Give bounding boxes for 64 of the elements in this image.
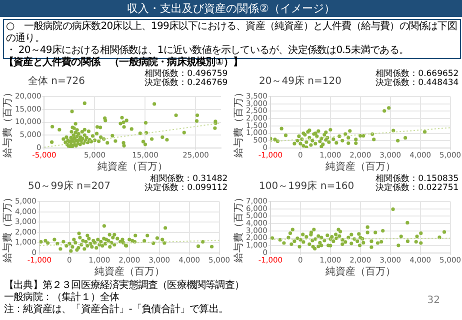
point — [396, 138, 400, 142]
point — [372, 138, 376, 142]
x-axis-title: 純資産（百万） — [325, 160, 396, 173]
text: 【資産と人件費の関係 （一般病院・病床規模別①）】 — [4, 57, 242, 69]
point — [304, 145, 308, 148]
point — [328, 128, 332, 132]
text: ○ 一般病院の病床数20床以上、199床以下における、資産（純資産）と人件費（給与費）の関係は下図の通り。 — [6, 21, 458, 44]
point — [296, 138, 300, 142]
point — [324, 130, 328, 134]
point — [354, 138, 358, 142]
x-axis-title: 純資産（百万） — [325, 266, 396, 278]
x-axis-title: 純資産（百万） — [94, 266, 164, 278]
text: 相関係数：0.669652 — [376, 69, 459, 78]
text: 相関係数：0.31482 — [150, 174, 228, 184]
y-axis-title: 給与費（百万） — [232, 192, 245, 264]
text: 注：純資産は、「資産合計」-「負債合計」で算出。 — [4, 304, 230, 316]
chart-title: 50～99床 n=207 — [28, 180, 110, 193]
point — [344, 132, 348, 136]
point — [297, 134, 301, 138]
point — [322, 132, 326, 137]
point — [340, 138, 344, 142]
chart-title: 全体 n=726 — [28, 75, 85, 88]
text: 決定係数：0.246769 — [144, 78, 228, 88]
point — [358, 134, 362, 138]
point — [334, 141, 338, 145]
point — [346, 141, 350, 145]
point — [354, 141, 358, 145]
text: 【出典】第２３回医療経済実態調査（医療機関等調査） — [4, 280, 244, 292]
point — [404, 136, 408, 140]
point — [284, 134, 288, 138]
point — [327, 140, 331, 144]
point — [348, 129, 352, 133]
point — [310, 138, 314, 142]
point — [362, 134, 366, 138]
point — [292, 142, 296, 146]
text: 決定係数：0.099112 — [144, 183, 228, 193]
point — [332, 137, 336, 141]
point — [316, 129, 320, 133]
text: 32 — [427, 295, 440, 306]
text: ・ 20～49床における相関係数は、1に近い数値を示しているが、決定係数は0.5未満である。 — [6, 45, 410, 56]
point — [304, 140, 308, 144]
point — [387, 106, 391, 110]
point — [346, 136, 350, 140]
text: 相関係数：0.496759 — [144, 69, 228, 78]
text: 決定係数：0.448434 — [376, 78, 459, 88]
point — [309, 143, 313, 147]
point — [314, 142, 318, 146]
point — [422, 130, 427, 134]
text: 決定係数：0.022751 — [376, 183, 459, 193]
chart-title: 20～49床 n=120 — [259, 74, 342, 88]
point — [298, 142, 302, 146]
point — [302, 144, 306, 148]
x-axis-title: 純資産（百万） — [98, 160, 168, 173]
text: 収入・支出及び資産の関係②（イメージ） — [0, 0, 462, 17]
point — [315, 134, 319, 138]
y-axis-title: 給与費（百万） — [232, 87, 245, 158]
text: 相関係数：0.150835 — [376, 174, 459, 184]
y-axis-title: 給与費（百万） — [2, 192, 14, 264]
point — [280, 126, 284, 130]
y-axis-title: 給与費（百万） — [2, 87, 14, 158]
point — [382, 109, 386, 113]
chart-title: 100～199床 n=160 — [259, 180, 354, 193]
point — [318, 140, 322, 144]
text: 一般病院：（集計１）全体 — [4, 292, 120, 304]
